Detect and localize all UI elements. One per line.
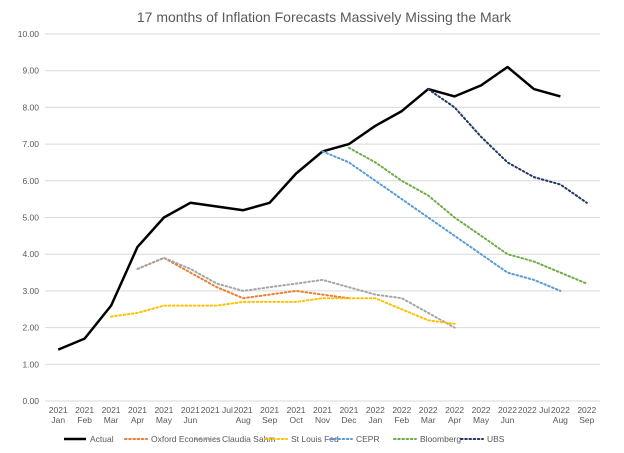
y-tick-label: 6.00 <box>22 176 39 186</box>
legend-label-actual: Actual <box>90 434 114 444</box>
x-tick-label: 2021 Feb <box>75 405 94 425</box>
x-tick-label: 2021 Aug <box>234 405 253 425</box>
series-line-oxford-economics <box>136 256 350 300</box>
x-tick-label: 2022 Jun <box>498 405 517 425</box>
series-lines <box>57 65 588 351</box>
x-tick-label: 2021 Dec <box>339 405 358 425</box>
legend-label-ubs: UBS <box>487 434 505 444</box>
x-tick-label-line: May <box>473 415 490 425</box>
x-tick-label-line: 2021 <box>181 405 200 415</box>
x-tick-label: 2022 Aug <box>551 405 570 425</box>
x-tick-label-line: Aug <box>236 415 251 425</box>
x-tick-label-line: Nov <box>315 415 331 425</box>
x-tick-label-line: Apr <box>448 415 461 425</box>
y-tick-label: 2.00 <box>22 323 39 333</box>
x-tick-label: 2021 Apr <box>128 405 147 425</box>
series-line-claudia-sahm <box>136 256 456 329</box>
y-tick-label: 9.00 <box>22 66 39 76</box>
x-tick-label: 2022 Feb <box>392 405 411 425</box>
x-tick-label-line: Jun <box>501 415 515 425</box>
x-tick-label-line: 2021 <box>234 405 253 415</box>
y-tick-label: 1.00 <box>22 359 39 369</box>
x-tick-label-line: 2021 <box>49 405 68 415</box>
chart-title: 17 months of Inflation Forecasts Massive… <box>137 9 512 25</box>
y-tick-label: 10.00 <box>18 29 40 39</box>
x-tick-label-line: 2021 <box>75 405 94 415</box>
x-tick-label-line: Jan <box>51 415 65 425</box>
legend-label-bloomberg: Bloomberg <box>420 434 461 444</box>
x-tick-label-line: 2022 <box>577 405 596 415</box>
x-tick-label: 2022 Mar <box>419 405 438 425</box>
x-tick-label-line: May <box>156 415 173 425</box>
x-tick-label-line: Sep <box>579 415 594 425</box>
legend-label-claudia-sahm: Claudia Sahm <box>222 434 275 444</box>
x-tick-label-line: 2022 <box>419 405 438 415</box>
series-line-ubs <box>427 88 588 204</box>
series-line-actual <box>57 65 561 351</box>
gridlines <box>45 33 600 402</box>
x-tick-label: 2021 Nov <box>313 405 332 425</box>
x-tick-label-line: Apr <box>131 415 144 425</box>
x-tick-label: 2022 May <box>472 405 491 425</box>
x-tick-label-line: 2022 <box>392 405 411 415</box>
x-tick-label-line: Jun <box>183 415 197 425</box>
x-tick-label-line: Mar <box>421 415 436 425</box>
x-tick-label-line: 2022 <box>366 405 385 415</box>
y-tick-label: 3.00 <box>22 286 39 296</box>
x-tick-label: 2021 Jan <box>49 405 68 425</box>
legend-label-oxford-economics: Oxford Economics <box>151 434 220 444</box>
y-tick-label: 4.00 <box>22 249 39 259</box>
x-tick-label-line: 2021 Jul <box>201 405 233 415</box>
y-tick-label: 0.00 <box>22 396 39 406</box>
x-tick-label-line: 2022 <box>498 405 517 415</box>
x-tick-label-line: 2021 <box>287 405 306 415</box>
x-tick-label-line: 2022 Jul <box>518 405 550 415</box>
x-tick-label-line: 2022 <box>551 405 570 415</box>
x-tick-label-line: 2022 <box>472 405 491 415</box>
x-tick-label: 2022 Sep <box>577 405 596 425</box>
x-tick-label-line: Mar <box>104 415 119 425</box>
x-tick-label: 2022 Jan <box>366 405 385 425</box>
x-tick-label: 2022 Apr <box>445 405 464 425</box>
y-axis-tick-labels: 0.00 1.00 2.00 3.00 4.00 5.00 6.00 7.00 8.00 9.00… <box>18 29 40 406</box>
x-tick-label-line: Aug <box>553 415 568 425</box>
x-tick-label-line: 2021 <box>128 405 147 415</box>
x-tick-label: 2021 Jul <box>201 405 233 415</box>
series-line-bloomberg <box>347 146 588 285</box>
x-tick-label-line: Feb <box>394 415 409 425</box>
series-line-st-louis-fed <box>110 297 456 325</box>
x-tick-label-line: 2021 <box>339 405 358 415</box>
y-tick-label: 8.00 <box>22 102 39 112</box>
x-tick-label-line: Oct <box>289 415 303 425</box>
x-tick-label-line: Feb <box>77 415 92 425</box>
y-tick-label: 5.00 <box>22 213 39 223</box>
x-tick-label: 2022 Jul <box>518 405 550 415</box>
x-tick-label: 2021 Mar <box>102 405 121 425</box>
x-tick-label-line: 2021 <box>313 405 332 415</box>
x-tick-label-line: Sep <box>262 415 277 425</box>
x-tick-label-line: Jan <box>368 415 382 425</box>
y-tick-label: 7.00 <box>22 139 39 149</box>
x-tick-label: 2021 Oct <box>287 405 306 425</box>
legend-label-st-louis-fed: St Louis Fed <box>291 434 339 444</box>
x-tick-label-line: 2021 <box>102 405 121 415</box>
x-tick-label-line: 2021 <box>260 405 279 415</box>
series-line-cepr <box>321 150 562 292</box>
x-tick-label-line: Dec <box>341 415 357 425</box>
x-tick-label-line: 2022 <box>445 405 464 415</box>
x-tick-label: 2021 Jun <box>181 405 200 425</box>
x-tick-label: 2021 Sep <box>260 405 279 425</box>
x-tick-label: 2021 May <box>154 405 173 425</box>
legend: Actual Oxford Economics Claudia Sahm St Lou… <box>64 434 505 444</box>
legend-label-cepr: CEPR <box>356 434 380 444</box>
x-tick-label-line: 2021 <box>154 405 173 415</box>
